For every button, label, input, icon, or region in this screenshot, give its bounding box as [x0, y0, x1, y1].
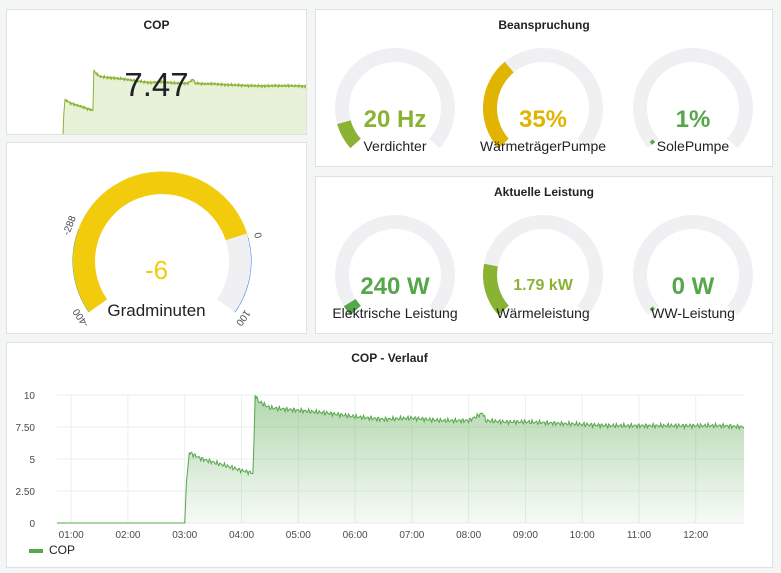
x-tick-label: 03:00	[172, 530, 197, 541]
gauge-track	[335, 48, 455, 149]
x-tick-label: 06:00	[343, 530, 368, 541]
y-tick-label: 2.50	[16, 487, 36, 498]
cop-verlauf-panel[interactable]: COP - Verlauf 0 2.50 5 7.50 10 01:00 02:00 03:0…	[6, 342, 773, 568]
gauge-value: 1.79 kW	[513, 277, 573, 294]
gauge-2	[633, 48, 753, 149]
gauge-label: Wärmeleistung	[496, 305, 590, 321]
gauge-value: 0 W	[671, 273, 715, 300]
x-tick-label: 07:00	[399, 530, 424, 541]
gauge-track	[335, 215, 455, 316]
series-line-cop	[57, 395, 745, 524]
legend-label: COP	[49, 543, 76, 557]
x-tick-label: 10:00	[570, 530, 595, 541]
gauge-track	[633, 48, 753, 149]
gradminuten-panel[interactable]: -400 -288 0 100 -6 Gradminuten	[6, 142, 307, 334]
chart-legend[interactable]: COP	[29, 543, 75, 557]
gauge-value-arc	[483, 61, 514, 149]
cop-panel[interactable]: COP 7.47	[6, 9, 307, 135]
x-tick-label: 01:00	[59, 530, 84, 541]
series-area-cop	[57, 395, 744, 523]
gauge-0	[335, 215, 455, 316]
beanspruchung-title: Beanspruchung	[498, 18, 590, 32]
gauge-1	[483, 48, 603, 149]
leistung-panel[interactable]: Aktuelle Leistung 240 W Elektrische Leist…	[315, 176, 773, 334]
gradminuten-gauge: -400 -288 0 100	[61, 171, 263, 329]
legend-swatch	[29, 548, 43, 553]
leistung-title: Aktuelle Leistung	[493, 185, 594, 199]
gauge-1	[483, 215, 603, 316]
beanspruchung-panel[interactable]: Beanspruchung 20 Hz Verdichter 35% Wärmeträ…	[315, 9, 773, 167]
x-tick-label: 08:00	[456, 530, 481, 541]
gauge-label: Elektrische Leistung	[332, 305, 458, 321]
x-tick-label: 05:00	[286, 530, 311, 541]
gauge-value: 20 Hz	[363, 106, 427, 133]
y-tick-label: 10	[24, 391, 36, 402]
x-tick-label: 04:00	[229, 530, 254, 541]
gauge-2	[633, 215, 753, 316]
gradminuten-label: Gradminuten	[107, 301, 206, 320]
x-tick-label: 11:00	[627, 530, 652, 541]
gauge-label: WW-Leistung	[651, 305, 735, 321]
cop-panel-title: COP	[143, 18, 170, 32]
gauge-track	[633, 215, 753, 316]
gauge-value: 1%	[675, 106, 711, 133]
gauge-value: 240 W	[360, 273, 430, 300]
gauge-0	[335, 48, 455, 149]
gauge-value-arc	[649, 139, 656, 145]
tick-label-threshold: -288	[61, 214, 79, 237]
cop-verlauf-chart: 0 2.50 5 7.50 10 01:00 02:00 03:00 04:00 05:00 06:…	[16, 391, 745, 541]
gauge-label: SolePumpe	[656, 138, 730, 154]
gauge-label: WärmeträgerPumpe	[479, 138, 607, 154]
gauge-value-arc	[73, 172, 247, 313]
gradminuten-value: -6	[144, 255, 169, 285]
tick-label-zero: 0	[251, 231, 263, 240]
gauge-label: Verdichter	[363, 138, 427, 154]
cop-sparkline-line	[62, 69, 306, 134]
y-tick-label: 7.50	[16, 423, 36, 434]
cop-sparkline	[62, 69, 306, 134]
gauge-value-arc	[649, 306, 656, 312]
gauge-value-arc	[337, 120, 362, 149]
x-tick-label: 09:00	[513, 530, 538, 541]
gauge-value-arc	[483, 263, 510, 316]
y-tick-label: 5	[29, 455, 35, 466]
cop-value: 7.47	[124, 66, 189, 103]
gauge-value: 35%	[518, 106, 568, 133]
y-tick-label: 0	[29, 519, 35, 530]
chart-title: COP - Verlauf	[351, 351, 428, 365]
gauge-value-arc	[343, 298, 361, 316]
x-tick-label: 02:00	[115, 530, 140, 541]
x-tick-label: 12:00	[683, 530, 708, 541]
